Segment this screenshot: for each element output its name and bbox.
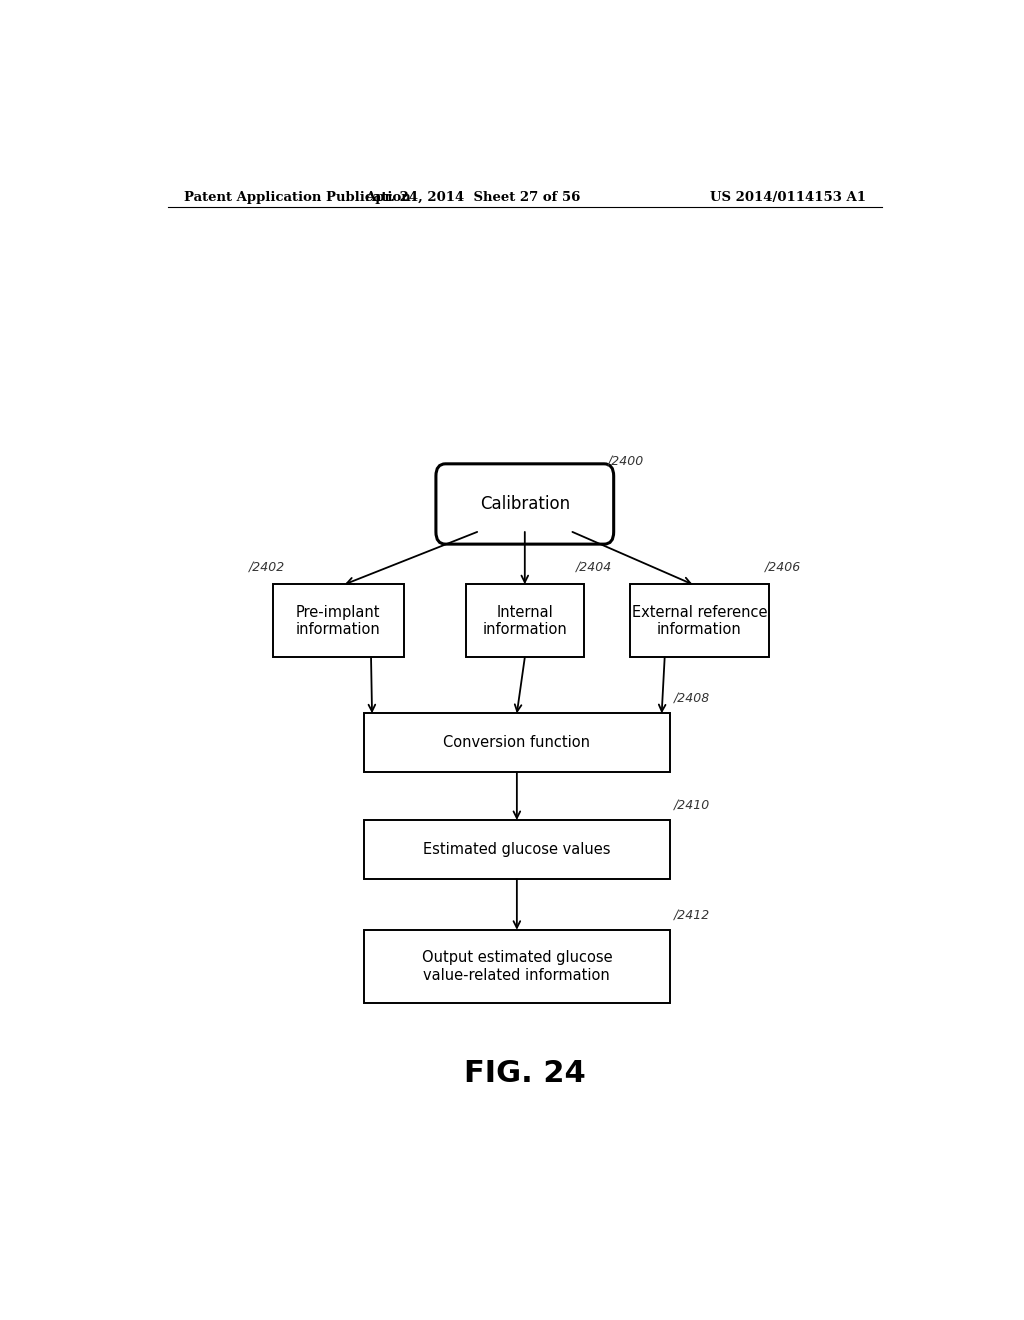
Text: External reference
information: External reference information [632, 605, 767, 638]
Text: Estimated glucose values: Estimated glucose values [423, 842, 610, 857]
Text: ∕2412: ∕2412 [674, 908, 710, 921]
FancyBboxPatch shape [365, 713, 670, 772]
Text: ∕2402: ∕2402 [249, 561, 286, 574]
Text: Output estimated glucose
value-related information: Output estimated glucose value-related i… [422, 950, 612, 982]
Text: Calibration: Calibration [479, 495, 570, 513]
Text: US 2014/0114153 A1: US 2014/0114153 A1 [710, 190, 866, 203]
Text: ∕2408: ∕2408 [674, 692, 710, 705]
Text: Pre-implant
information: Pre-implant information [296, 605, 381, 638]
Text: Apr. 24, 2014  Sheet 27 of 56: Apr. 24, 2014 Sheet 27 of 56 [366, 190, 581, 203]
Text: ∕2404: ∕2404 [575, 561, 612, 574]
FancyBboxPatch shape [365, 929, 670, 1003]
Text: ∕2410: ∕2410 [674, 799, 710, 812]
FancyBboxPatch shape [436, 463, 613, 544]
Text: Conversion function: Conversion function [443, 735, 591, 750]
Text: Patent Application Publication: Patent Application Publication [183, 190, 411, 203]
FancyBboxPatch shape [365, 820, 670, 879]
FancyBboxPatch shape [272, 585, 403, 657]
FancyBboxPatch shape [466, 585, 584, 657]
Text: FIG. 24: FIG. 24 [464, 1059, 586, 1088]
FancyBboxPatch shape [630, 585, 769, 657]
Text: ∕2400: ∕2400 [608, 455, 644, 467]
Text: Internal
information: Internal information [482, 605, 567, 638]
Text: ∕2406: ∕2406 [765, 561, 801, 574]
